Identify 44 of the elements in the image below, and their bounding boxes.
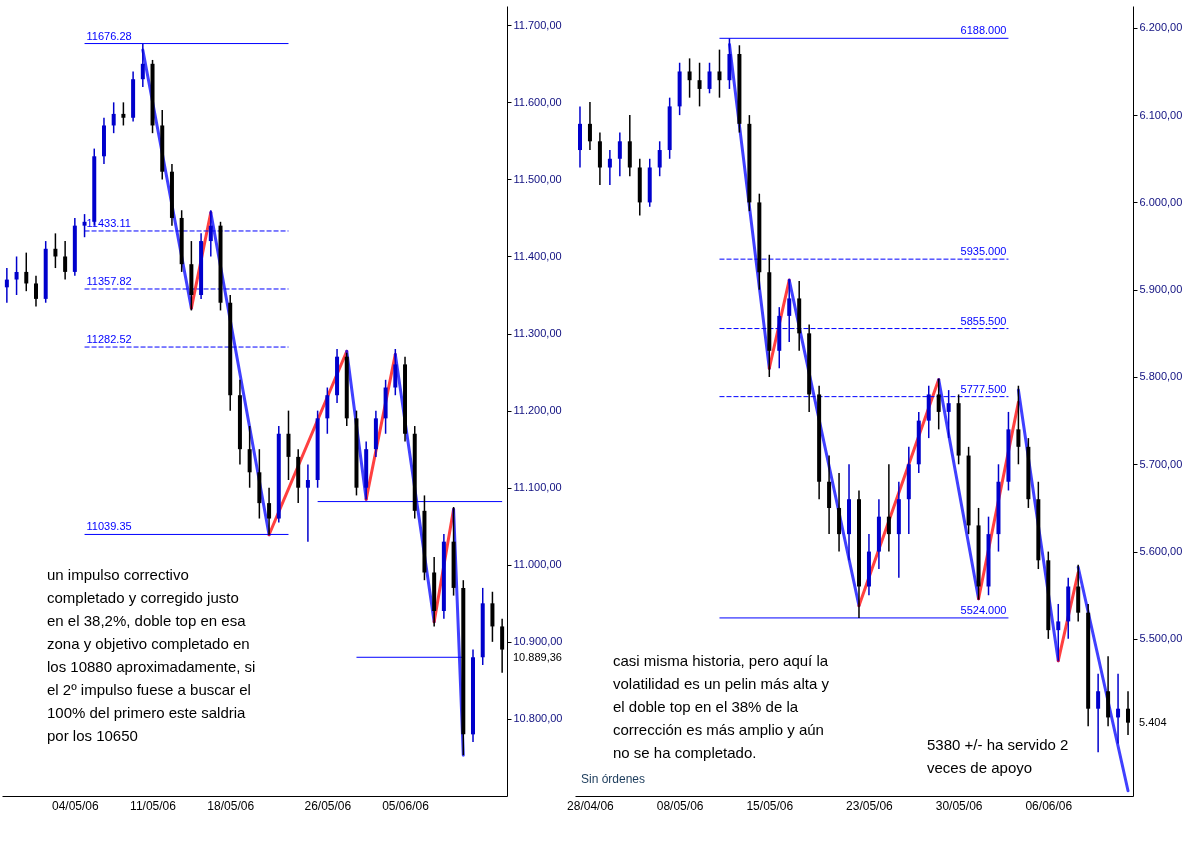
y-tick-label: 5.600,00 [1139,545,1183,558]
x-tick-label: 18/05/06 [207,798,255,813]
x-tick-label: 11/05/06 [130,798,177,813]
annotation: un impulso correctivo completado y corregido justo en el 38,2%, doble top en esa zona y objetivo completado en los 10880 aproximadamente, si el 2º impulso fuese a buscar el 100% del primero este saldria por los 10650 [47,566,256,744]
annotation: casi misma historia, pero aquí la volatilidad es un pelin más alta y el doble top en el 38% de la corrección es más amplio y aún no se ha completado. [613,652,830,761]
y-tick-label: 5.500,00 [1139,632,1183,645]
y-tick-label: 11.500,00 [513,172,562,185]
series-label: 11357.82 [86,275,132,287]
x-tick-label: 26/05/06 [304,798,352,813]
y-tick-label: 10.800,00 [513,712,563,725]
x-tick-label: 05/06/06 [382,798,430,813]
y-tick-label: 11.700,00 [513,18,562,31]
x-tick-label: 04/05/06 [51,798,100,813]
x-tick-label: 30/05/06 [935,798,983,813]
x-tick-label: 28/04/06 [567,798,615,813]
y-tick-label: 5.700,00 [1139,457,1183,470]
annotation: 5380 +/- ha servido 2 veces de apoyo [927,736,1069,776]
series-label: 5777.500 [960,382,1007,395]
text: 5.404 [1139,716,1167,728]
text: 10.889,36 [513,651,562,663]
x-tick-label: 08/05/06 [656,798,704,813]
series-label: 11282.52 [86,333,132,346]
y-tick-label: 11.100,00 [513,481,562,494]
y-tick-label: 6.200,00 [1139,21,1183,34]
x-tick-label: 15/05/06 [746,798,794,813]
y-tick-label: 10.900,00 [513,635,563,648]
y-tick-label: 11.600,00 [513,95,562,108]
series-label: 5524.000 [960,603,1007,616]
y-tick-label: 6.100,00 [1139,108,1183,121]
y-tick-label: 11.200,00 [513,404,562,417]
y-tick-label: 5.800,00 [1139,370,1183,383]
y-tick-label: 11.400,00 [513,249,562,262]
series-label: 6188.000 [960,24,1007,37]
y-tick-label: 11.300,00 [513,327,562,340]
y-tick-label: 11.000,00 [513,558,562,571]
series-label: 5855.500 [960,314,1007,327]
series-label: 11676.28 [86,29,132,42]
series-label: 11039.35 [86,520,132,533]
y-tick-label: 5.900,00 [1139,283,1183,296]
annotation: Sin órdenes [581,772,646,786]
series-label: 5935.000 [960,245,1007,258]
x-tick-label: 06/06/06 [1025,798,1073,813]
x-tick-label: 23/05/06 [846,798,894,813]
y-tick-label: 6.000,00 [1139,195,1183,208]
